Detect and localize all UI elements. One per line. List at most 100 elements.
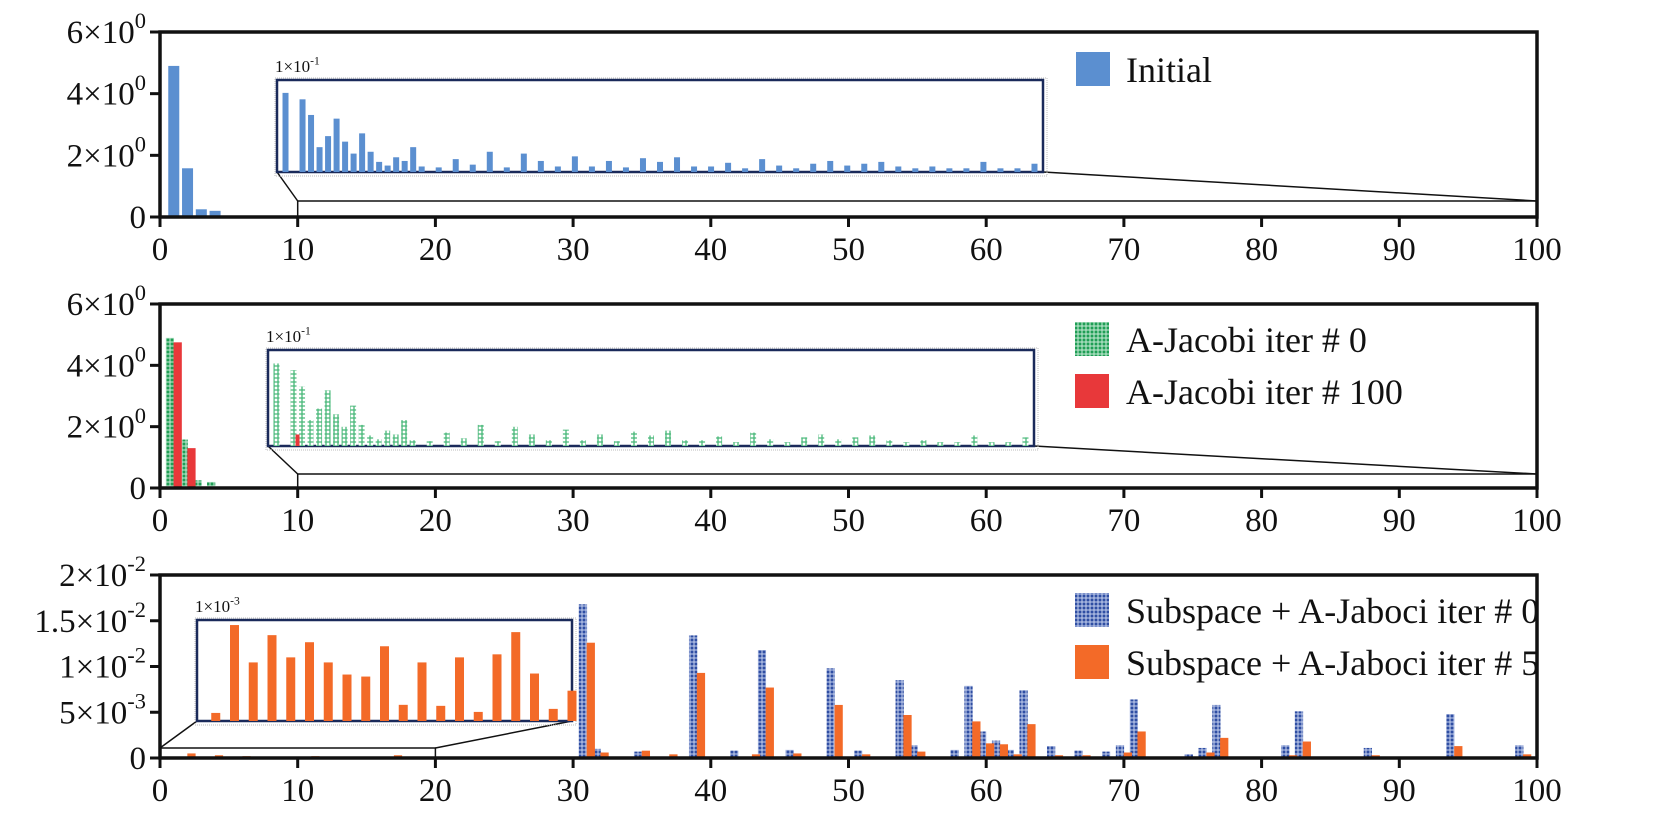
bar-3-2-99 xyxy=(1523,754,1532,758)
inset-bar-41 xyxy=(537,160,544,172)
zoom-region xyxy=(296,200,1538,218)
inset-bar-33 xyxy=(469,164,476,172)
inset-bar-71 xyxy=(793,168,800,172)
inset-bar-25 xyxy=(392,434,399,446)
bar-3-1-75 xyxy=(1184,754,1193,758)
inset-bar-55 xyxy=(657,161,663,172)
inset-bar-13 xyxy=(290,370,297,446)
inset-bar-37 xyxy=(494,441,501,446)
bar-3-2-61 xyxy=(999,744,1009,758)
inset-frame xyxy=(266,348,1036,448)
inset-bar-43 xyxy=(545,440,552,446)
inset-bar-31 xyxy=(443,432,450,446)
inset-bar-24 xyxy=(393,157,400,172)
inset-bar-75 xyxy=(818,434,825,446)
bar-3-2-77 xyxy=(1220,737,1229,758)
inset-bar-73 xyxy=(801,437,808,446)
inset-bar-77 xyxy=(844,165,851,172)
inset-bar-19 xyxy=(350,153,357,172)
panel-subspace: 0 10 20 30 40 50 60 70 80 90 100 0 5×10-31×10-21.5×1… xyxy=(34,551,1561,809)
inset-scale-label: 1×10-3 xyxy=(195,594,240,616)
panel-1-axes: 0 10 20 30 40 50 60 70 80 90 100 0 2×100 4×100 6×100 1×… xyxy=(67,8,1562,268)
x-tick-label: 50 xyxy=(832,773,865,809)
inset-bar-35 xyxy=(486,151,493,172)
bar-3-2-39 xyxy=(696,672,706,758)
legend-swatch-subspace-0 xyxy=(1075,593,1109,627)
inset-bar-75 xyxy=(827,160,834,172)
inset-bar-41 xyxy=(528,434,535,446)
inset-bar-65 xyxy=(742,168,749,172)
inset-bar-69 xyxy=(767,439,774,446)
y-tick-label: 5×10-3 xyxy=(59,688,146,731)
inset-bar-22 xyxy=(376,161,383,172)
x-tick-label: 100 xyxy=(1512,773,1562,809)
inset-bar-89 xyxy=(937,442,944,446)
x-tick-label: 90 xyxy=(1383,773,1416,809)
bar-2-2-2 xyxy=(187,448,196,488)
x-tick-label: 20 xyxy=(419,773,452,809)
inset-bar-11 xyxy=(282,92,289,172)
x-tick-label: 20 xyxy=(419,503,452,539)
inset-bar-43 xyxy=(554,166,561,172)
inset-bar-17 xyxy=(333,118,340,172)
inset-bar-11 xyxy=(273,363,280,446)
y-tick-label: 2×100 xyxy=(67,131,146,174)
bar-3-2-46 xyxy=(793,753,802,758)
zoom-region xyxy=(159,747,437,759)
x-tick-label: 40 xyxy=(694,773,727,809)
bar-3-2-59 xyxy=(972,721,981,758)
inset-bar-9 xyxy=(361,676,371,721)
inset-bar-16 xyxy=(325,136,332,172)
inset-bar-55 xyxy=(648,435,654,446)
inset-bar-61 xyxy=(699,440,706,446)
bar-3-1-69 xyxy=(1102,751,1111,758)
bar-1-1-2 xyxy=(182,168,194,217)
bar-3-2-76 xyxy=(1206,752,1215,758)
bar-3-2-43 xyxy=(751,754,761,758)
inset-bar-67 xyxy=(759,159,766,172)
inset-scale-label: 1×10-1 xyxy=(275,54,320,76)
inset-bar-24 xyxy=(384,430,391,446)
inset-bar-89 xyxy=(946,168,953,172)
y-tick-label: 0 xyxy=(130,741,147,777)
x-tick-label: 80 xyxy=(1245,773,1278,809)
legend-panel-1: Initial xyxy=(1076,50,1212,90)
bar-3-1-76 xyxy=(1198,747,1207,758)
bar-3-1-70 xyxy=(1115,745,1125,758)
zoom-connector-right xyxy=(1033,445,1538,475)
bar-3-1-31 xyxy=(578,604,588,758)
inset-bar-6 xyxy=(305,642,314,721)
x-tick-label: 90 xyxy=(1383,232,1416,268)
bar-3-1-77 xyxy=(1212,704,1221,758)
inset-bar-87 xyxy=(929,166,936,172)
bar-3-1-32 xyxy=(592,748,601,758)
bar-3-2-55 xyxy=(917,751,926,758)
inset-bar-83 xyxy=(895,166,902,172)
x-tick-label: 20 xyxy=(419,232,452,268)
inset-bar-91 xyxy=(963,168,970,172)
legend-panel-2: A-Jacobi iter # 0 A-Jacobi iter # 100 xyxy=(1075,320,1403,412)
x-tick-label: 70 xyxy=(1107,232,1140,268)
bar-1-1-4 xyxy=(209,210,221,217)
x-tick-label: 60 xyxy=(970,503,1003,539)
panel-3-axes: 0 10 20 30 40 50 60 70 80 90 100 0 5×10-31×10-21.5×1… xyxy=(34,551,1561,809)
inset-bar-59 xyxy=(691,166,698,172)
x-tick-label: 10 xyxy=(281,232,314,268)
inset-bar-27 xyxy=(409,440,416,446)
inset-bar-81 xyxy=(878,161,885,172)
inset-bar-85 xyxy=(912,168,919,172)
inset-bar-79 xyxy=(861,163,868,172)
bar-3-1-39 xyxy=(688,635,698,758)
bar-3-1-88 xyxy=(1363,747,1372,758)
bar-3-1-35 xyxy=(633,751,643,758)
inset-bar-69 xyxy=(776,165,783,172)
inset-bar-20 xyxy=(359,133,366,172)
panel-a-jacobi: 0 10 20 30 40 50 60 70 80 90 100 0 2×100 4×100 6×100 1×… xyxy=(67,280,1562,539)
legend-label-initial: Initial xyxy=(1126,50,1212,90)
bar-3-1-51 xyxy=(854,750,863,758)
bar-3-1-58 xyxy=(950,749,959,758)
y-tick-label: 1.5×10-2 xyxy=(34,597,146,640)
y-tick-label: 0 xyxy=(130,200,147,236)
inset-bar-47 xyxy=(579,440,586,446)
